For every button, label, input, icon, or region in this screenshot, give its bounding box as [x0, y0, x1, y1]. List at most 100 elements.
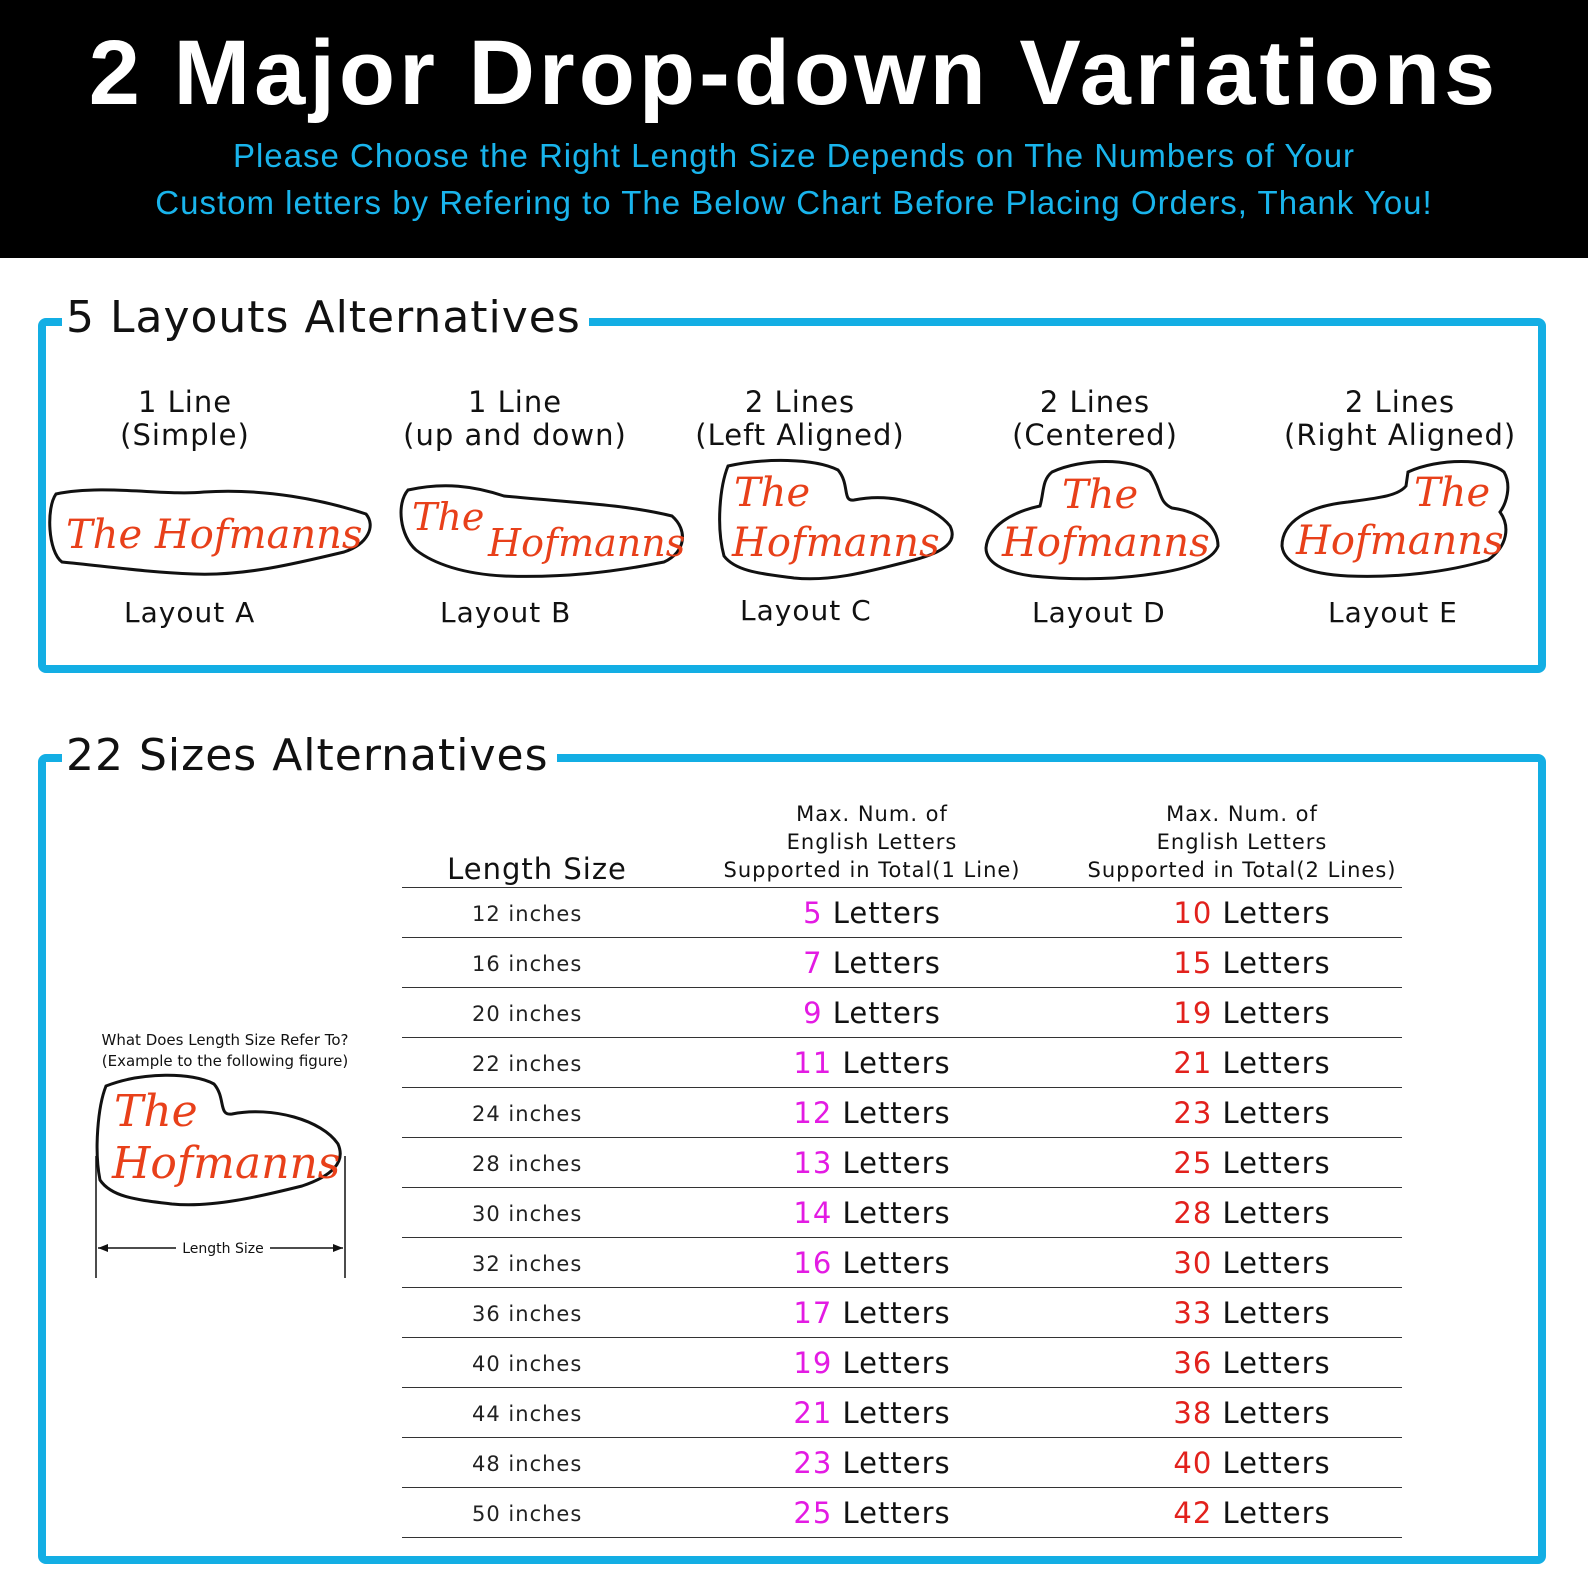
one-line-count: 17 — [793, 1296, 833, 1330]
header-length-size: Length Size — [447, 852, 627, 886]
two-lines-count: 21 — [1173, 1046, 1213, 1080]
two-lines-count: 25 — [1173, 1146, 1213, 1180]
one-line-count: 12 — [793, 1096, 833, 1130]
two-lines-count: 36 — [1173, 1346, 1213, 1380]
table-bottom-rule — [402, 1537, 1402, 1538]
layout-a-sample-sign: The Hofmanns — [48, 488, 372, 576]
layout-c-name: Layout C — [740, 594, 872, 627]
layout-c-style: (Left Aligned) — [695, 418, 905, 452]
two-lines-letters-cell: 23 Letters — [1122, 1096, 1382, 1130]
length-unit: inches — [508, 1102, 583, 1126]
layout-b-lines: 1 Line — [467, 385, 563, 419]
length-cell: 16 inches — [472, 952, 582, 976]
layout-b-option[interactable]: 1 Line (up and down) — [395, 386, 635, 452]
one-line-letters-cell: 9 Letters — [742, 996, 1002, 1030]
two-lines-letters-cell: 28 Letters — [1122, 1196, 1382, 1230]
layout-e-name: Layout E — [1328, 596, 1458, 629]
length-cell: 40 inches — [472, 1352, 582, 1376]
length-size-example: What Does Length Size Refer To? (Example… — [90, 1030, 360, 1072]
main-title: 2 Major Drop-down Variations — [88, 22, 1500, 124]
letters-unit: Letters — [1222, 1046, 1331, 1080]
length-cell: 24 inches — [472, 1102, 582, 1126]
header-banner: 2 Major Drop-down Variations Please Choo… — [0, 0, 1588, 258]
letters-unit: Letters — [842, 1246, 951, 1280]
one-line-count: 9 — [803, 996, 823, 1030]
letters-unit: Letters — [832, 896, 941, 930]
letters-unit: Letters — [832, 996, 941, 1030]
letters-unit: Letters — [1222, 996, 1331, 1030]
one-line-letters-cell: 23 Letters — [742, 1446, 1002, 1480]
length-unit: inches — [508, 1002, 583, 1026]
two-lines-count: 30 — [1173, 1246, 1213, 1280]
one-line-letters-cell: 25 Letters — [742, 1496, 1002, 1530]
table-row: 20 inches 9 Letters 19 Letters — [402, 987, 1402, 1038]
letters-unit: Letters — [832, 946, 941, 980]
one-line-count: 14 — [793, 1196, 833, 1230]
layout-c-option[interactable]: 2 Lines (Left Aligned) — [690, 386, 910, 452]
length-unit: inches — [508, 952, 583, 976]
layout-d-option[interactable]: 2 Lines (Centered) — [990, 386, 1200, 452]
two-lines-count: 19 — [1173, 996, 1213, 1030]
table-row: 32 inches 16 Letters 30 Letters — [402, 1237, 1402, 1288]
letters-unit: Letters — [1222, 896, 1331, 930]
length-unit: inches — [508, 1052, 583, 1076]
letters-unit: Letters — [842, 1446, 951, 1480]
layout-a-sample-text: The Hofmanns — [66, 512, 362, 558]
two-lines-count: 40 — [1173, 1446, 1213, 1480]
layout-b-sample-line1: The — [412, 495, 484, 539]
layout-d-sample-line2: Hofmanns — [1001, 520, 1210, 566]
length-unit: inches — [508, 1252, 583, 1276]
letters-unit: Letters — [842, 1496, 951, 1530]
layout-e-option[interactable]: 2 Lines (Right Aligned) — [1284, 386, 1516, 452]
length-cell: 50 inches — [472, 1502, 582, 1526]
length-unit: inches — [508, 1202, 583, 1226]
header-one-line-1: Max. Num. of — [796, 802, 948, 826]
letters-unit: Letters — [1222, 1146, 1331, 1180]
table-row: 24 inches 12 Letters 23 Letters — [402, 1087, 1402, 1138]
length-cell: 30 inches — [472, 1202, 582, 1226]
letters-unit: Letters — [842, 1296, 951, 1330]
one-line-count: 25 — [793, 1496, 833, 1530]
one-line-letters-cell: 11 Letters — [742, 1046, 1002, 1080]
length-cell: 48 inches — [472, 1452, 582, 1476]
length-unit: inches — [508, 902, 583, 926]
length-value: 24 — [472, 1102, 501, 1126]
header-two-lines: Max. Num. of English Letters Supported i… — [1072, 800, 1412, 884]
one-line-count: 11 — [793, 1046, 833, 1080]
layout-c-sample-sign: The Hofmanns — [718, 458, 954, 581]
length-unit: inches — [508, 1402, 583, 1426]
layout-e-style: (Right Aligned) — [1284, 418, 1517, 452]
example-dimension-label: Length Size — [182, 1241, 263, 1257]
one-line-count: 13 — [793, 1146, 833, 1180]
two-lines-letters-cell: 30 Letters — [1122, 1246, 1382, 1280]
letters-unit: Letters — [842, 1396, 951, 1430]
two-lines-letters-cell: 21 Letters — [1122, 1046, 1382, 1080]
layout-b-sample-line2: Hofmanns — [487, 521, 685, 565]
layout-a-option[interactable]: 1 Line (Simple) — [70, 386, 300, 452]
length-value: 30 — [472, 1202, 501, 1226]
letters-unit: Letters — [842, 1096, 951, 1130]
layout-e-lines: 2 Lines — [1344, 385, 1456, 419]
one-line-count: 21 — [793, 1396, 833, 1430]
table-row: 22 inches 11 Letters 21 Letters — [402, 1037, 1402, 1088]
example-question: What Does Length Size Refer To? — [101, 1031, 349, 1049]
table-row: 48 inches 23 Letters 40 Letters — [402, 1437, 1402, 1488]
two-lines-letters-cell: 10 Letters — [1122, 896, 1382, 930]
length-unit: inches — [508, 1502, 583, 1526]
layout-e-sample-line2: Hofmanns — [1295, 518, 1504, 564]
one-line-letters-cell: 14 Letters — [742, 1196, 1002, 1230]
one-line-letters-cell: 7 Letters — [742, 946, 1002, 980]
letters-unit: Letters — [842, 1196, 951, 1230]
layout-b-sample-sign: The Hofmanns — [399, 484, 685, 578]
two-lines-count: 15 — [1173, 946, 1213, 980]
length-value: 36 — [472, 1302, 501, 1326]
one-line-letters-cell: 5 Letters — [742, 896, 1002, 930]
layouts-section-title: 5 Layouts Alternatives — [62, 292, 589, 344]
layout-e-sample-sign: The Hofmanns — [1280, 460, 1510, 578]
two-lines-count: 38 — [1173, 1396, 1213, 1430]
length-value: 44 — [472, 1402, 501, 1426]
two-lines-letters-cell: 19 Letters — [1122, 996, 1382, 1030]
length-unit: inches — [508, 1352, 583, 1376]
one-line-count: 23 — [793, 1446, 833, 1480]
layout-d-sample-sign: The Hofmanns — [984, 460, 1220, 581]
